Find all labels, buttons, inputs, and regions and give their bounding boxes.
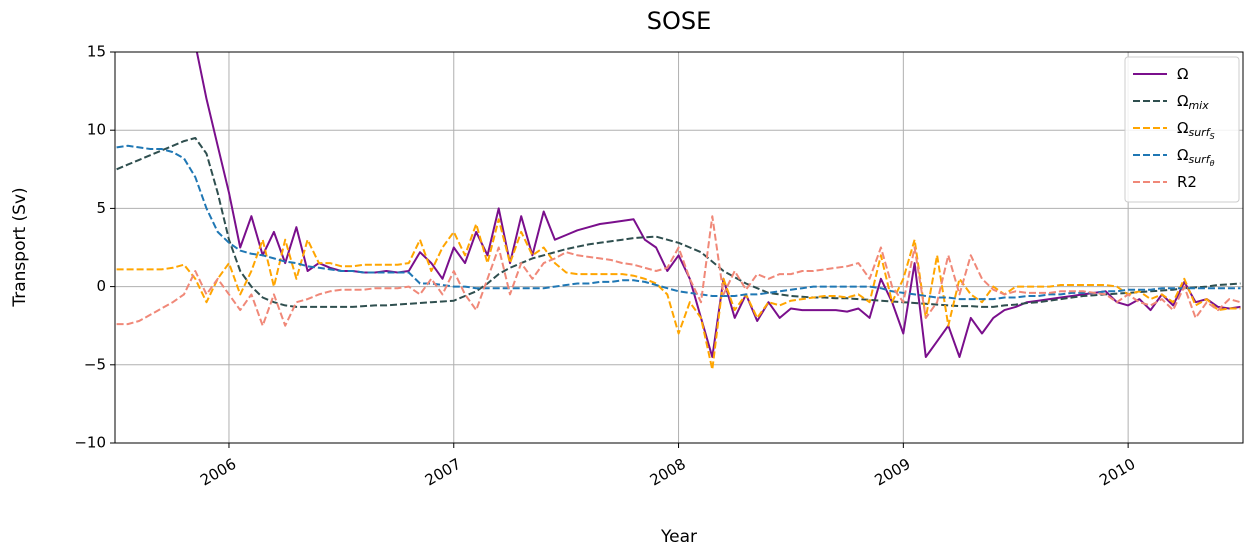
legend-sub: mix xyxy=(1188,99,1209,112)
y-tick-label: 10 xyxy=(87,121,106,139)
y-tick-label: 0 xyxy=(96,277,106,295)
legend-sub: surf xyxy=(1188,153,1211,166)
legend-name: Ω xyxy=(1177,65,1188,83)
legend-label: Ω xyxy=(1177,65,1188,83)
legend-name: Ω xyxy=(1177,119,1188,137)
plot-frame xyxy=(114,51,1244,444)
series-line xyxy=(116,215,1241,327)
legend-sub: surf xyxy=(1188,126,1211,139)
legend-name: Ω xyxy=(1177,146,1188,164)
legend-label: Ωmix xyxy=(1177,92,1209,113)
y-tick-label: −5 xyxy=(84,355,106,373)
legend-name: R2 xyxy=(1177,173,1197,191)
x-tick-label: 2008 xyxy=(647,455,689,490)
x-tick-label: 2007 xyxy=(422,455,464,490)
series-line xyxy=(116,137,1241,308)
legend-sub2: θ xyxy=(1210,159,1215,168)
y-tick-label: 5 xyxy=(96,199,106,217)
series-line xyxy=(116,218,1241,371)
x-tick-label: 2009 xyxy=(872,455,914,490)
chart-title: SOSE xyxy=(647,7,712,35)
y-tick-label: 15 xyxy=(87,43,106,61)
series-line xyxy=(195,52,1241,358)
legend-box xyxy=(1124,56,1240,203)
y-axis-label: Transport (Sv) xyxy=(10,187,30,307)
legend-name: Ω xyxy=(1177,92,1188,110)
legend-sub2: S xyxy=(1210,132,1215,141)
y-tick-label: −10 xyxy=(74,434,106,452)
x-axis-label: Year xyxy=(660,527,697,547)
legend-label: Ωsurfθ xyxy=(1177,146,1215,168)
legend-label: ΩsurfS xyxy=(1177,119,1215,141)
x-tick-label: 2006 xyxy=(197,455,239,490)
x-tick-label: 2010 xyxy=(1096,455,1138,490)
legend-label: R2 xyxy=(1177,173,1197,191)
series-line xyxy=(116,144,1241,301)
